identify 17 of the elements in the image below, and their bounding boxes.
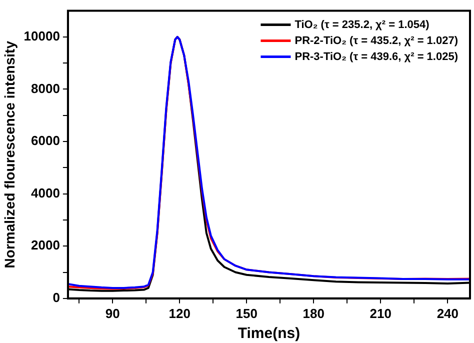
y-tick-label: 4000 xyxy=(31,185,60,200)
x-tick-label: 210 xyxy=(370,306,392,321)
legend-label: PR-3-TiO₂ (τ = 439.6, χ² = 1.025) xyxy=(294,50,458,63)
y-tick-label: 2000 xyxy=(31,238,60,253)
legend-label: PR-2-TiO₂ (τ = 435.2, χ² = 1.027) xyxy=(294,34,458,47)
x-tick-label: 180 xyxy=(302,306,324,321)
y-tick-label: 0 xyxy=(52,290,60,305)
y-tick-label: 6000 xyxy=(31,133,60,148)
y-tick-label: 8000 xyxy=(31,80,60,96)
legend-label: TiO₂ (τ = 235.2, χ² = 1.054) xyxy=(294,18,430,31)
x-tick-label: 150 xyxy=(236,306,258,321)
x-tick-label: 120 xyxy=(168,306,190,321)
x-tick-label: 90 xyxy=(105,306,120,321)
x-axis-title: Time(ns) xyxy=(238,325,300,342)
y-axis-title: Normalized flourescence intensity xyxy=(1,40,18,268)
y-tick-label: 10000 xyxy=(24,28,60,44)
x-tick-label: 240 xyxy=(436,306,459,321)
